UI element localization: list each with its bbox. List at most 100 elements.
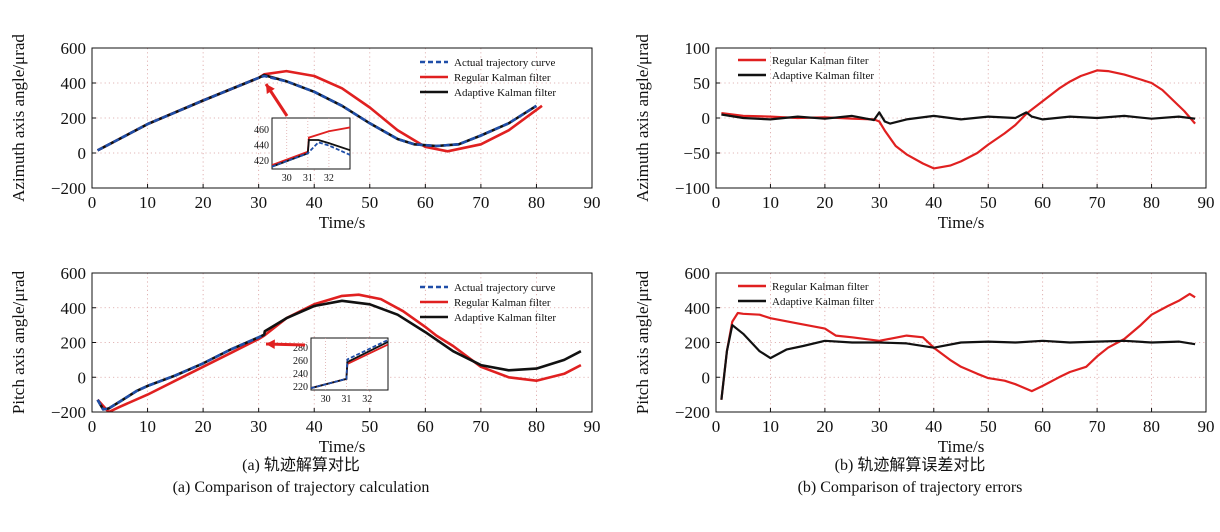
x-tick-label: 80 [1143,417,1160,436]
chart-b_top: 0 10 20 30 40 50 60 70 80 90 −100 −50 0 50 100 Time/s Az… [633,34,1215,232]
legend-label: Actual trajectory curve [454,282,556,294]
caption-b-chinese: (b) 轨迹解算误差对比 [834,457,986,474]
y-tick-label: 50 [693,74,710,93]
x-tick-label: 30 [871,417,888,436]
x-tick-label: 10 [762,193,779,212]
series-line-adaptive-kalman-filter [720,324,1196,400]
y-tick-label: 400 [61,299,87,318]
y-tick-label: 0 [702,109,711,128]
x-axis-label: Time/s [319,437,366,456]
inset-x-tick-label: 30 [282,173,292,184]
y-tick-label: −200 [675,403,710,422]
inset-y-tick-label: 220 [293,382,308,393]
y-tick-label: 600 [685,264,711,283]
x-tick-label: 80 [528,417,545,436]
y-tick-label: −50 [683,144,710,163]
x-tick-label: 70 [1089,193,1106,212]
y-axis-label: Pitch axis angle/μrad [633,270,652,414]
x-tick-label: 30 [871,193,888,212]
y-axis-label: Pitch axis angle/μrad [9,270,28,414]
y-tick-label: 0 [702,368,711,387]
y-axis-label: Azimuth axis angle/μrad [633,34,652,202]
y-tick-label: −200 [51,403,86,422]
x-tick-label: 50 [980,193,997,212]
zoom-arrow-head [266,339,275,350]
x-tick-label: 0 [712,417,721,436]
x-tick-label: 30 [250,193,267,212]
x-tick-label: 40 [306,193,323,212]
x-tick-label: 80 [528,193,545,212]
x-tick-label: 0 [88,193,97,212]
y-tick-label: −200 [51,179,86,198]
caption-b-english: (b) Comparison of trajectory errors [797,479,1023,496]
inset-frame [310,337,389,391]
inset-y-tick-label: 240 [293,369,308,380]
y-tick-label: 400 [61,74,87,93]
inset-series-line [311,339,388,389]
legend-label: Adaptive Kalman filter [772,296,874,308]
x-tick-label: 0 [88,417,97,436]
x-tick-label: 20 [195,417,212,436]
y-tick-label: 200 [685,334,711,353]
legend-label: Regular Kalman filter [772,281,869,293]
chart-a_top: 0 10 20 30 40 50 60 70 80 90−2000200400600Time/sA… [9,34,601,232]
y-tick-label: 200 [61,109,87,128]
x-tick-label: 50 [980,417,997,436]
x-tick-label: 90 [1198,417,1215,436]
x-tick-label: 40 [306,417,323,436]
legend-label: Regular Kalman filter [454,297,551,309]
x-tick-label: 90 [584,417,601,436]
x-tick-label: 70 [472,193,489,212]
x-tick-label: 70 [472,417,489,436]
x-axis-label: Time/s [938,213,985,232]
legend-label: Regular Kalman filter [454,72,551,84]
y-axis-label: Azimuth axis angle/μrad [9,34,28,202]
chart-b_bottom: 0 10 20 30 40 50 60 70 80 90−2000200400600Time/sP… [633,264,1215,456]
x-tick-label: 40 [925,193,942,212]
y-tick-label: 400 [685,299,711,318]
series-line-regular-kalman-filter [720,292,1196,400]
x-tick-label: 20 [195,193,212,212]
x-tick-label: 20 [816,193,833,212]
series-line-regular-kalman-filter [96,293,582,412]
y-tick-label: 100 [685,39,711,58]
caption-a-chinese: (a) 轨迹解算对比 [242,457,360,474]
x-tick-label: 0 [712,193,721,212]
y-tick-label: 600 [61,264,87,283]
inset-y-tick-label: 260 [293,356,308,367]
y-tick-label: −100 [675,179,710,198]
legend-label: Adaptive Kalman filter [454,312,556,324]
inset-y-tick-label: 460 [254,125,269,136]
legend-label: Actual trajectory curve [454,57,556,69]
x-tick-label: 30 [250,417,267,436]
chart-a_bottom: 0 10 20 30 40 50 60 70 80 90−2000200400600Time/sP… [9,264,601,456]
y-tick-label: 0 [78,368,87,387]
inset-x-tick-label: 31 [303,173,313,184]
x-tick-label: 70 [1089,417,1106,436]
x-tick-label: 50 [361,193,378,212]
inset-series-line [272,126,350,166]
legend-label: Adaptive Kalman filter [454,87,556,99]
x-tick-label: 60 [417,417,434,436]
x-tick-label: 60 [417,193,434,212]
inset-y-tick-label: 440 [254,140,269,151]
x-axis-label: Time/s [938,437,985,456]
x-tick-label: 10 [139,193,156,212]
x-tick-label: 20 [816,417,833,436]
inset-series-line [272,141,350,168]
inset-y-tick-label: 420 [254,156,269,167]
x-tick-label: 40 [925,417,942,436]
y-tick-label: 600 [61,39,87,58]
y-tick-label: 0 [78,144,87,163]
inset-y-tick-label: 280 [293,343,308,354]
inset-x-tick-label: 30 [321,394,331,405]
inset-x-tick-label: 31 [341,394,351,405]
x-tick-label: 10 [139,417,156,436]
legend-label: Adaptive Kalman filter [772,70,874,82]
inset-x-tick-label: 32 [362,394,372,405]
legend-label: Regular Kalman filter [772,55,869,67]
x-tick-label: 80 [1143,193,1160,212]
caption-a-english: (a) Comparison of trajectory calculation [172,479,430,496]
zoom-arrow-head [266,84,275,94]
